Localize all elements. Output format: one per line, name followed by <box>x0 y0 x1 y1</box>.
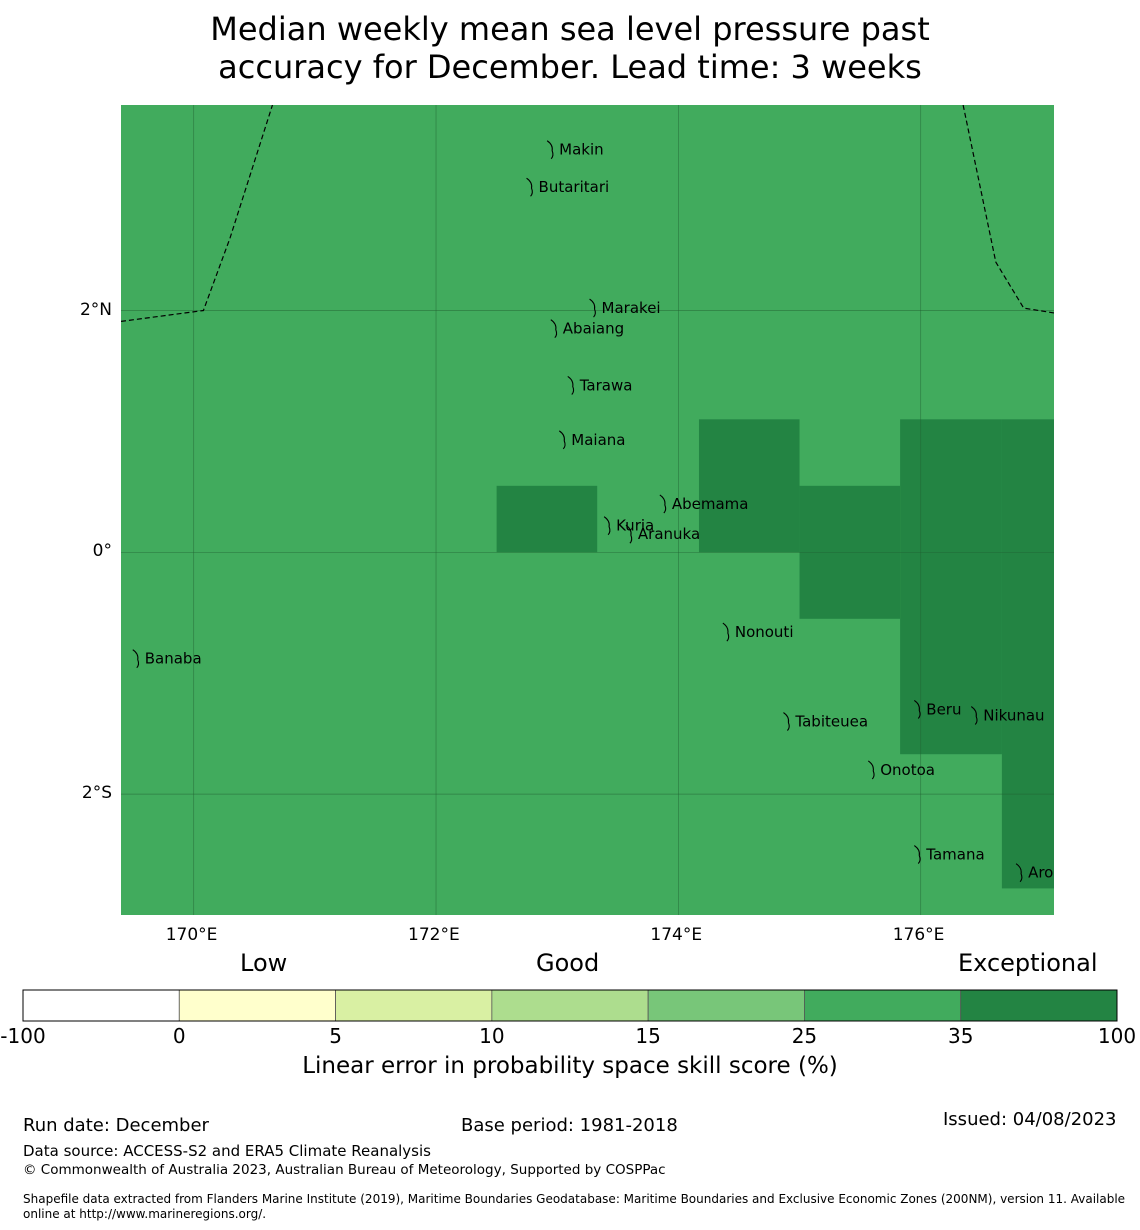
island-label: Banaba <box>145 650 202 668</box>
eez-boundary-1 <box>962 105 1054 314</box>
island-label: Onotoa <box>880 761 935 779</box>
island-label: Beru <box>926 700 961 718</box>
island-tarawa: Tarawa <box>567 376 633 395</box>
x-tick-label: 176°E <box>892 925 945 945</box>
colorbar-segment-4 <box>647 989 805 1022</box>
island-abaiang: Abaiang <box>550 319 624 339</box>
island-label: Nonouti <box>735 623 794 641</box>
skill-cell-0 <box>496 485 598 553</box>
island-label: Kuria <box>616 517 654 535</box>
y-tick-label: 2°S <box>81 783 112 804</box>
y-tick-label: 2°N <box>79 299 112 320</box>
island-tamana: Tamana <box>913 845 985 864</box>
colorbar-tick-label: 5 <box>329 1024 342 1048</box>
island-maiana: Maiana <box>558 430 625 450</box>
base-period: Base period: 1981-2018 <box>461 1115 678 1136</box>
island-outline <box>867 760 875 780</box>
shapefile-credit-line-2: online at http://www.marineregions.org/. <box>23 1207 267 1221</box>
colorbar-tick-label: -100 <box>0 1024 46 1048</box>
eez-boundary-0 <box>121 105 274 322</box>
island-aranuka: Aranuka <box>625 524 700 544</box>
island-label: Tarawa <box>579 376 633 394</box>
island-butaritari: Butaritari <box>526 177 610 197</box>
island-makin: Makin <box>546 140 604 160</box>
category-exceptional: Exceptional <box>958 949 1098 977</box>
island-outline <box>546 140 554 160</box>
colorbar-tick-label: 0 <box>172 1024 186 1048</box>
skill-cell-3 <box>900 419 1002 755</box>
island-abemama: Abemama <box>659 494 749 514</box>
island-outline <box>589 298 596 318</box>
island-label: Nikunau <box>983 707 1044 725</box>
run-date: Run date: December <box>23 1115 209 1136</box>
island-label: Butaritari <box>539 178 610 196</box>
island-label: Tamana <box>925 846 984 864</box>
island-outline <box>970 706 978 725</box>
island-label: Abemama <box>672 495 749 513</box>
y-tick-label: 0° <box>92 541 112 562</box>
island-beru: Beru <box>913 700 961 719</box>
issued-date: Issued: 04/08/2023 <box>943 1109 1117 1130</box>
island-outline <box>550 319 558 339</box>
island-arorae: Arorae <box>1015 863 1078 883</box>
island-outline <box>913 700 921 719</box>
colorbar-segment-2 <box>335 989 493 1022</box>
island-label: Marakei <box>602 299 661 317</box>
island-label: Abaiang <box>563 320 624 338</box>
island-outline <box>526 177 533 197</box>
category-low: Low <box>240 949 288 977</box>
title-line-1: Median weekly mean sea level pressure pa… <box>210 10 930 48</box>
colorbar-segment-3 <box>491 989 649 1022</box>
island-banaba: Banaba <box>132 649 202 669</box>
category-good: Good <box>536 949 600 977</box>
x-tick-label: 174°E <box>650 925 703 945</box>
island-marakei: Marakei <box>589 298 661 318</box>
island-nikunau: Nikunau <box>970 706 1045 725</box>
island-onotoa: Onotoa <box>867 760 935 780</box>
colorbar-frame <box>22 989 1118 1022</box>
island-nonouti: Nonouti <box>722 622 794 642</box>
island-outline <box>625 524 633 544</box>
title-line-2: accuracy for December. Lead time: 3 week… <box>218 48 922 86</box>
shapefile-credit-line-1: Shapefile data extracted from Flanders M… <box>23 1192 1126 1206</box>
island-outline <box>603 516 611 536</box>
colorbar-segment-5 <box>804 989 962 1022</box>
island-outline <box>558 430 566 450</box>
island-outline <box>132 649 140 669</box>
island-label: Maiana <box>571 431 625 449</box>
colorbar-segment-1 <box>178 989 336 1022</box>
island-kuria: Kuria <box>603 516 654 536</box>
island-label: Tabiteuea <box>794 713 868 731</box>
colorbar-tick-label: 100 <box>1097 1024 1137 1048</box>
island-label: Arorae <box>1028 864 1078 882</box>
colorbar-segment-0 <box>22 989 180 1022</box>
data-source: Data source: ACCESS-S2 and ERA5 Climate … <box>23 1142 431 1160</box>
colorbar-label: Linear error in probability space skill … <box>302 1053 838 1079</box>
island-outline <box>567 376 575 395</box>
island-label: Makin <box>559 141 604 159</box>
colorbar-tick-label: 10 <box>479 1024 505 1048</box>
colorbar-segment-6 <box>960 989 1118 1022</box>
chart-title: Median weekly mean sea level pressure pa… <box>0 10 1140 86</box>
x-tick-label: 172°E <box>408 925 460 945</box>
colorbar-tick-label: 25 <box>791 1024 818 1048</box>
colorbar-tick-label: 15 <box>635 1024 661 1048</box>
colorbar-tick-label: 35 <box>947 1024 974 1048</box>
island-outline <box>659 494 667 514</box>
x-tick-label: 170°E <box>165 925 218 945</box>
island-outline <box>722 622 730 642</box>
island-outline <box>783 712 790 731</box>
island-outline <box>1015 863 1023 883</box>
island-label: Aranuka <box>638 525 700 543</box>
island-outline <box>913 845 921 864</box>
skill-cell-1 <box>698 419 800 553</box>
skill-cell-4 <box>1001 419 1054 889</box>
island-tabiteuea: Tabiteuea <box>783 712 868 731</box>
copyright: © Commonwealth of Australia 2023, Austra… <box>23 1162 666 1178</box>
